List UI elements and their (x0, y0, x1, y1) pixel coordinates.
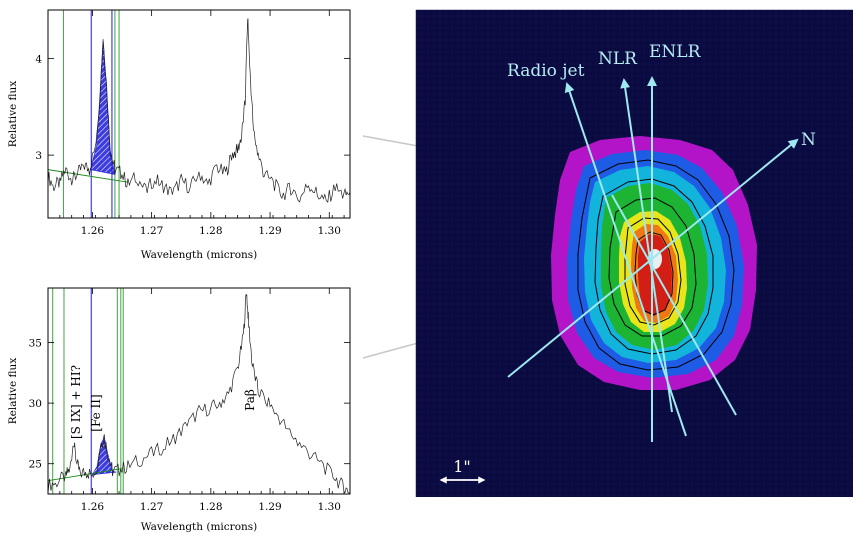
bottom-y-tick-label-2: 35 (29, 338, 42, 350)
bottom-spectrum-line (47, 293, 351, 494)
top-y-axis-label: Relative flux (7, 81, 19, 148)
direction-lines (507, 76, 799, 442)
bottom-x-tick-label-2: 1.28 (199, 501, 222, 513)
top-x-tick-label-4: 1.30 (318, 225, 341, 237)
top-spectrum-line (47, 18, 351, 203)
north-arrow (507, 138, 799, 378)
bottom-y-axis-label: Relative flux (7, 358, 19, 425)
bottom-x-axis-ticks: 1.26 1.27 1.28 1.29 1.30 (47, 288, 345, 513)
top-x-tick-label-3: 1.29 (258, 225, 281, 237)
bottom-x-tick-label-4: 1.30 (318, 501, 341, 513)
scale-bar: 1" (439, 457, 486, 484)
north-label: N (801, 130, 816, 150)
nlr-label: NLR (598, 49, 638, 69)
bottom-y-tick-label-1: 30 (29, 398, 42, 410)
connector-top (362, 135, 419, 147)
map-intensity-layers (551, 136, 757, 390)
east-line (611, 194, 737, 416)
bottom-shaded-emission-line (91, 436, 117, 475)
top-x-tick-label-1: 1.27 (140, 225, 163, 237)
contour-4 (624, 217, 682, 326)
bottom-plot-frame (47, 287, 351, 495)
top-y-tick-label-0: 3 (35, 150, 42, 162)
annotation-pabeta: Paβ (243, 389, 257, 411)
bottom-x-tick-label-1: 1.27 (140, 501, 163, 513)
radio-jet-label: Radio jet (507, 61, 585, 81)
contour-2 (594, 178, 714, 355)
top-y-tick-label-1: 4 (35, 53, 42, 65)
top-x-axis-label: Wavelength (microns) (141, 249, 258, 261)
contour-1 (577, 159, 735, 371)
bottom-x-axis-label: Wavelength (microns) (141, 521, 258, 533)
bottom-spectrum-panel: 1.26 1.27 1.28 1.29 1.30 25 30 35 Wavelength (… (7, 287, 351, 533)
nlr-arrow (620, 78, 673, 413)
emission-map-panel: Radio jet NLR ENLR N 1" (415, 9, 853, 497)
bottom-x-tick-label-3: 1.29 (258, 501, 281, 513)
annotation-six-hi: [S IX] + HI? (69, 365, 83, 439)
top-y-axis-ticks: 34 (35, 53, 350, 162)
top-spectrum-panel: 1.26 1.27 1.28 1.29 1.30 34 Wavelength (micr… (7, 9, 351, 261)
top-plot-frame (47, 9, 351, 219)
bottom-y-tick-label-0: 25 (29, 459, 42, 471)
top-shaded-emission-line (90, 38, 116, 175)
enlr-label: ENLR (649, 42, 702, 62)
top-x-tick-label-2: 1.28 (199, 225, 222, 237)
bottom-x-tick-label-0: 1.26 (81, 501, 105, 513)
bottom-y-axis-ticks: 25 30 35 (29, 338, 350, 471)
top-continuum-line (47, 169, 129, 183)
top-x-axis-ticks: 1.26 1.27 1.28 1.29 1.30 (47, 10, 345, 237)
annotation-feii: [Fe II] (89, 394, 103, 431)
connector-bottom (362, 342, 419, 359)
top-x-tick-label-0: 1.26 (81, 225, 105, 237)
scale-bar-label: 1" (453, 457, 471, 476)
